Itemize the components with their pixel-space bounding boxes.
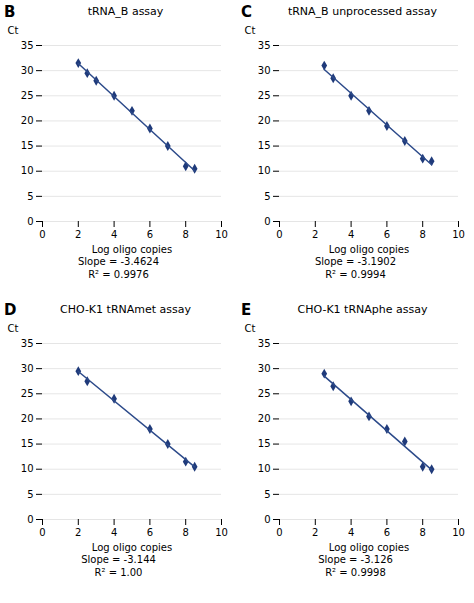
svg-text:Log oligo copies: Log oligo copies bbox=[329, 244, 409, 255]
svg-text:0: 0 bbox=[27, 216, 33, 227]
svg-text:4: 4 bbox=[111, 229, 117, 240]
html-text:tRNA_B assay: tRNA_B assay bbox=[87, 5, 164, 18]
html-text:R² = 0.9976: R² = 0.9976 bbox=[88, 269, 149, 280]
svg-text:30: 30 bbox=[21, 363, 34, 374]
svg-text:5: 5 bbox=[264, 191, 270, 202]
svg-text:20: 20 bbox=[258, 115, 271, 126]
svg-text:Ct: Ct bbox=[245, 323, 256, 334]
svg-text:0: 0 bbox=[39, 229, 45, 240]
html-text:R² = 1.00: R² = 1.00 bbox=[94, 567, 143, 578]
svg-text:6: 6 bbox=[384, 229, 390, 240]
svg-text:Ct: Ct bbox=[8, 323, 19, 334]
svg-text:10: 10 bbox=[452, 229, 465, 240]
html-text:C: C bbox=[241, 3, 252, 21]
html-text:R² = 0.9994: R² = 0.9994 bbox=[325, 269, 386, 280]
svg-text:10: 10 bbox=[452, 527, 465, 538]
svg-text:35: 35 bbox=[21, 40, 34, 51]
svg-text:4: 4 bbox=[348, 229, 354, 240]
svg-text:5: 5 bbox=[264, 489, 270, 500]
svg-text:5: 5 bbox=[27, 489, 33, 500]
svg-text:4: 4 bbox=[111, 527, 117, 538]
svg-text:25: 25 bbox=[21, 90, 34, 101]
svg-text:4: 4 bbox=[348, 527, 354, 538]
svg-text:30: 30 bbox=[258, 65, 271, 76]
svg-text:8: 8 bbox=[183, 229, 189, 240]
svg-text:20: 20 bbox=[258, 413, 271, 424]
svg-text:0: 0 bbox=[276, 527, 282, 538]
svg-text:Log oligo copies: Log oligo copies bbox=[329, 542, 409, 553]
svg-text:35: 35 bbox=[21, 338, 34, 349]
svg-text:10: 10 bbox=[21, 463, 34, 474]
svg-text:10: 10 bbox=[21, 165, 34, 176]
svg-text:0: 0 bbox=[27, 514, 33, 525]
svg-text:15: 15 bbox=[21, 140, 34, 151]
html-text:CHO-K1 tRNAmet assay: CHO-K1 tRNAmet assay bbox=[60, 303, 191, 316]
svg-text:8: 8 bbox=[183, 527, 189, 538]
svg-text:6: 6 bbox=[147, 229, 153, 240]
svg-text:25: 25 bbox=[21, 388, 34, 399]
svg-text:10: 10 bbox=[215, 229, 228, 240]
html-text:E: E bbox=[241, 301, 252, 319]
html-text:B: B bbox=[4, 3, 16, 21]
svg-text:6: 6 bbox=[384, 527, 390, 538]
html-text:D: D bbox=[4, 301, 17, 319]
svg-text:10: 10 bbox=[258, 463, 271, 474]
svg-text:8: 8 bbox=[420, 229, 426, 240]
svg-text:25: 25 bbox=[258, 90, 271, 101]
html-text:CHO-K1 tRNAphe assay: CHO-K1 tRNAphe assay bbox=[297, 303, 428, 316]
svg-text:5: 5 bbox=[27, 191, 33, 202]
svg-text:10: 10 bbox=[215, 527, 228, 538]
svg-text:0: 0 bbox=[276, 229, 282, 240]
svg-text:15: 15 bbox=[258, 140, 271, 151]
svg-text:2: 2 bbox=[312, 229, 318, 240]
svg-text:Ct: Ct bbox=[8, 25, 19, 36]
svg-text:8: 8 bbox=[420, 527, 426, 538]
svg-text:2: 2 bbox=[75, 527, 81, 538]
svg-text:15: 15 bbox=[258, 438, 271, 449]
svg-text:10: 10 bbox=[258, 165, 271, 176]
html-text:R² = 0.9998: R² = 0.9998 bbox=[325, 567, 386, 578]
svg-text:25: 25 bbox=[258, 388, 271, 399]
html-text:Slope = -3.4624: Slope = -3.4624 bbox=[78, 256, 159, 267]
svg-text:15: 15 bbox=[21, 438, 34, 449]
svg-text:20: 20 bbox=[21, 413, 34, 424]
svg-text:35: 35 bbox=[258, 40, 271, 51]
svg-text:Log oligo copies: Log oligo copies bbox=[92, 244, 172, 255]
svg-text:0: 0 bbox=[264, 514, 270, 525]
html-text:Slope = -3.144: Slope = -3.144 bbox=[81, 554, 156, 565]
svg-text:2: 2 bbox=[75, 229, 81, 240]
svg-text:2: 2 bbox=[312, 527, 318, 538]
svg-text:0: 0 bbox=[264, 216, 270, 227]
svg-text:30: 30 bbox=[21, 65, 34, 76]
html-text:tRNA_B unprocessed assay: tRNA_B unprocessed assay bbox=[287, 5, 438, 18]
svg-text:35: 35 bbox=[258, 338, 271, 349]
svg-text:Ct: Ct bbox=[245, 25, 256, 36]
svg-text:0: 0 bbox=[39, 527, 45, 538]
svg-text:Log oligo copies: Log oligo copies bbox=[92, 542, 172, 553]
svg-text:30: 30 bbox=[258, 363, 271, 374]
svg-text:6: 6 bbox=[147, 527, 153, 538]
html-text:Slope = -3.1902: Slope = -3.1902 bbox=[315, 256, 396, 267]
svg-text:20: 20 bbox=[21, 115, 34, 126]
html-text:Slope = -3.126: Slope = -3.126 bbox=[318, 554, 393, 565]
